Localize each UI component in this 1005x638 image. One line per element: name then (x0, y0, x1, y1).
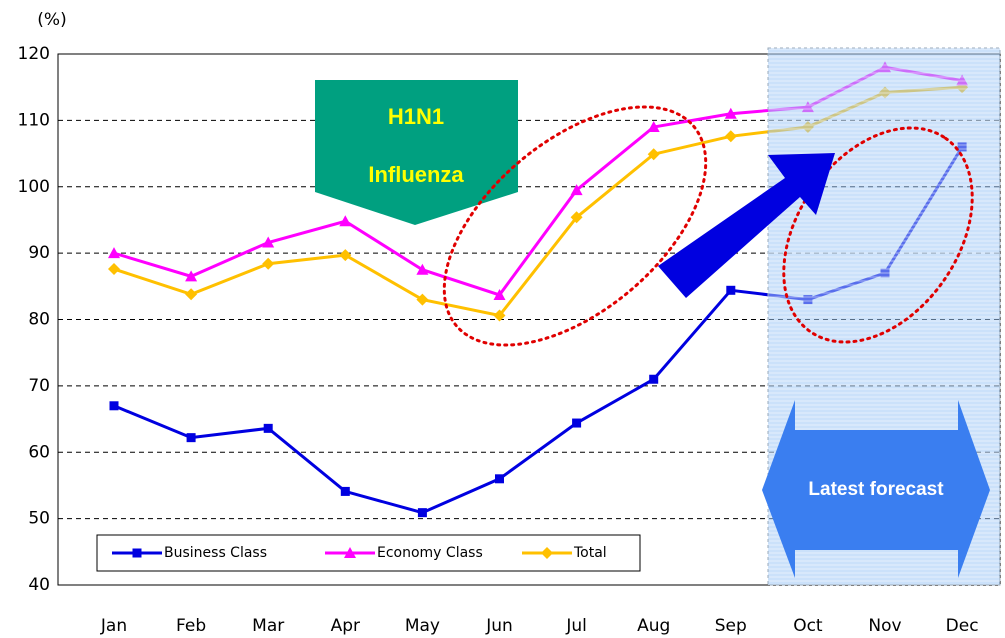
marker (647, 121, 660, 133)
y-tick-label: 70 (28, 376, 50, 396)
marker (262, 257, 275, 270)
marker (572, 418, 582, 428)
marker (108, 263, 120, 276)
x-tick-label: Mar (252, 616, 284, 636)
x-tick-label: Aug (637, 616, 670, 636)
marker (262, 236, 275, 248)
marker (647, 148, 660, 161)
unit-label: (%) (37, 10, 66, 30)
marker (724, 130, 737, 143)
marker (570, 184, 583, 196)
annotation: Influenza (368, 162, 464, 187)
legend-label: Business Class (164, 545, 267, 561)
annotation: Latest forecast (808, 479, 944, 500)
x-tick-label: Jul (565, 616, 587, 636)
y-tick-label: 60 (28, 442, 50, 462)
marker (649, 374, 659, 384)
y-tick-label: 40 (28, 575, 50, 595)
x-tick-label: Sep (715, 616, 747, 636)
marker (724, 107, 737, 119)
legend-label: Total (573, 545, 607, 561)
y-tick-label: 110 (18, 110, 50, 130)
marker (340, 486, 350, 496)
marker (493, 288, 506, 300)
y-tick-label: 80 (28, 310, 50, 330)
marker (493, 309, 506, 322)
legend-label: Economy Class (377, 545, 483, 561)
marker (344, 547, 356, 558)
marker (185, 270, 198, 282)
x-tick-label: Jun (485, 616, 513, 636)
marker (263, 423, 273, 433)
marker (416, 293, 429, 306)
y-tick-label: 50 (28, 509, 50, 529)
x-tick-label: Apr (331, 616, 360, 636)
marker (495, 474, 504, 484)
y-tick-label: 90 (28, 243, 50, 263)
marker (726, 285, 736, 295)
annotation: H1N1 (388, 104, 444, 129)
forecast-double-arrow (762, 400, 990, 578)
trend-arrow (658, 153, 835, 298)
marker (186, 433, 196, 443)
y-tick-label: 100 (18, 177, 50, 197)
marker (109, 401, 119, 411)
influenza-arrow (315, 80, 518, 225)
marker (132, 548, 142, 558)
y-tick-label: 120 (18, 44, 50, 64)
marker (417, 508, 427, 518)
x-tick-label: Jan (100, 616, 127, 636)
highlight-ellipse (442, 105, 708, 347)
marker (185, 288, 198, 301)
x-tick-label: Feb (176, 616, 206, 636)
marker (570, 211, 583, 224)
x-tick-label: May (405, 616, 440, 636)
x-tick-label: Nov (868, 616, 901, 636)
marker (108, 247, 120, 259)
marker (339, 249, 352, 262)
marker (339, 215, 352, 227)
marker (416, 263, 429, 275)
marker (541, 547, 553, 559)
x-tick-label: Dec (946, 616, 979, 636)
x-tick-label: Oct (793, 616, 823, 636)
